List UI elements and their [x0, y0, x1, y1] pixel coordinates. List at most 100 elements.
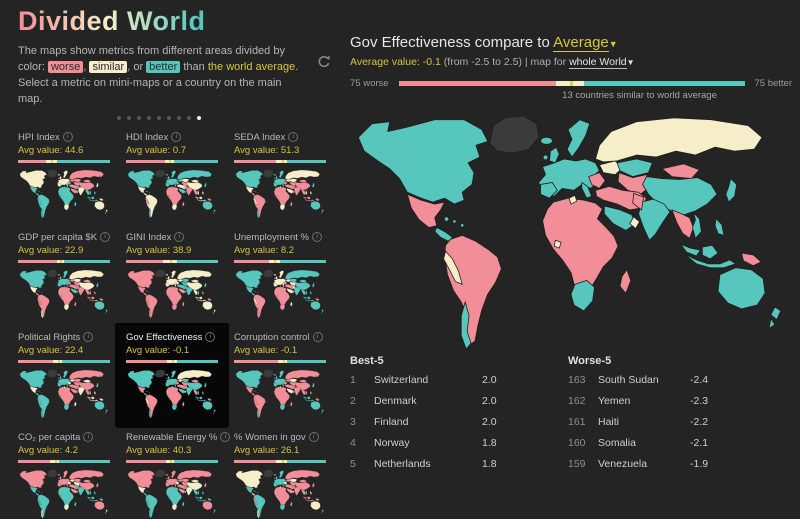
info-icon[interactable]: i [83, 332, 94, 343]
map-region-russia[interactable] [285, 269, 320, 280]
map-region-camerica[interactable] [37, 390, 39, 392]
map-region-peru[interactable] [253, 397, 258, 405]
map-region-ghana[interactable] [168, 195, 171, 198]
map-region-oman[interactable] [76, 390, 79, 393]
map-region-balkans[interactable] [175, 181, 180, 185]
map-region-indonesia[interactable] [91, 396, 95, 400]
map-region-oman[interactable] [76, 290, 79, 293]
map-region-australia[interactable] [717, 267, 766, 310]
map-region-camerica[interactable] [148, 191, 150, 193]
map-region-saudi[interactable] [178, 288, 186, 294]
map-region-camerica[interactable] [251, 492, 256, 496]
map-region-camerica[interactable] [253, 290, 255, 292]
map-region-europe[interactable] [275, 375, 278, 380]
map-region-kazakh[interactable] [181, 478, 190, 483]
map-region-europe[interactable] [273, 283, 278, 287]
map-region-europe[interactable] [63, 370, 68, 379]
map-region-chile[interactable] [149, 207, 152, 219]
map-region-safrica[interactable] [63, 203, 69, 211]
map-region-chile[interactable] [41, 307, 44, 319]
map-region-europe[interactable] [63, 270, 68, 279]
map-region-seasia[interactable] [300, 388, 306, 396]
minimap-world-map[interactable] [126, 268, 218, 319]
map-region-europe[interactable] [57, 183, 62, 187]
map-region-samerica[interactable] [37, 194, 50, 218]
map-region-russia[interactable] [69, 169, 104, 180]
map-region-africa[interactable] [57, 386, 74, 407]
map-region-mexico[interactable] [406, 193, 446, 228]
map-region-camerica[interactable] [256, 191, 258, 193]
map-region-europe[interactable] [165, 383, 170, 387]
map-region-ghana[interactable] [553, 239, 562, 249]
map-region-greenland[interactable] [489, 115, 540, 154]
map-region-tunisia[interactable] [279, 285, 282, 288]
map-region-nz[interactable] [213, 509, 216, 512]
map-region-indonesia[interactable] [194, 495, 200, 499]
map-region-australia[interactable] [202, 300, 213, 310]
map-region-indonesia[interactable] [91, 296, 95, 300]
minimap-world-map[interactable] [18, 268, 110, 319]
map-region-oman[interactable] [76, 190, 79, 193]
map-region-png[interactable] [740, 252, 762, 267]
map-region-indonesia[interactable] [86, 495, 92, 499]
map-region-indonesia[interactable] [307, 296, 311, 300]
info-icon[interactable]: i [308, 432, 319, 443]
map-region-png[interactable] [207, 397, 212, 401]
minimap-tile[interactable]: CO₂ per capita i Avg value: 4.2 [18, 432, 110, 519]
map-region-india[interactable] [77, 486, 85, 496]
map-region-greenland[interactable] [262, 369, 274, 378]
map-region-camerica[interactable] [37, 490, 39, 492]
map-region-europe[interactable] [273, 273, 277, 276]
map-region-ghana[interactable] [60, 295, 63, 298]
map-region-europe[interactable] [165, 273, 169, 276]
info-icon[interactable]: i [312, 332, 323, 343]
map-region-india[interactable] [293, 486, 301, 496]
map-region-nz[interactable] [321, 211, 323, 214]
map-region-europe[interactable] [165, 283, 170, 287]
map-region-india[interactable] [185, 286, 193, 296]
map-region-europe[interactable] [171, 370, 176, 379]
map-region-mexico[interactable] [245, 285, 254, 293]
map-region-europe[interactable] [171, 470, 176, 479]
map-region-russia[interactable] [285, 369, 320, 380]
map-region-europe[interactable] [279, 470, 284, 479]
map-region-japan[interactable] [312, 282, 315, 288]
map-region-camerica[interactable] [40, 391, 42, 393]
map-region-kazakh[interactable] [181, 378, 190, 383]
map-region-australia[interactable] [94, 500, 105, 510]
map-region-vietnam[interactable] [305, 289, 308, 296]
map-region-camerica[interactable] [255, 490, 257, 492]
map-region-namerica[interactable] [19, 270, 47, 288]
minimap-tile[interactable]: HDI Index i Avg value: 0.7 [126, 132, 218, 219]
map-region-russia[interactable] [177, 269, 212, 280]
map-region-vietnam[interactable] [197, 189, 200, 196]
map-region-india[interactable] [185, 386, 193, 396]
map-region-indonesia[interactable] [87, 198, 99, 202]
minimap-world-map[interactable] [18, 468, 110, 519]
map-region-nz[interactable] [321, 209, 324, 212]
map-region-safrica[interactable] [171, 203, 177, 211]
map-region-mexico[interactable] [137, 185, 146, 193]
map-region-india[interactable] [77, 186, 85, 196]
map-region-japan[interactable] [312, 382, 315, 388]
map-region-camerica[interactable] [147, 490, 149, 492]
map-region-madagascar[interactable] [182, 301, 185, 307]
map-region-europe[interactable] [282, 383, 285, 387]
map-region-tunisia[interactable] [279, 185, 282, 188]
minimap-tile[interactable]: Renewable Energy % i Avg value: 40.3 [126, 432, 231, 519]
carousel-dot[interactable] [117, 115, 121, 120]
map-region-indonesia[interactable] [194, 395, 200, 399]
map-region-nz[interactable] [213, 511, 215, 514]
map-region-oman[interactable] [292, 290, 295, 293]
map-region-europe[interactable] [540, 182, 558, 199]
map-region-indonesia[interactable] [195, 198, 207, 202]
map-region-camerica[interactable] [452, 219, 457, 224]
map-region-mexico[interactable] [245, 385, 254, 393]
map-region-indonesia[interactable] [86, 295, 92, 299]
map-region-philippines[interactable] [93, 190, 96, 195]
map-region-peru[interactable] [37, 397, 42, 405]
map-region-madagascar[interactable] [290, 501, 293, 507]
map-region-mexico[interactable] [137, 285, 146, 293]
map-region-samerica[interactable] [37, 394, 50, 418]
map-region-europe[interactable] [58, 277, 60, 279]
